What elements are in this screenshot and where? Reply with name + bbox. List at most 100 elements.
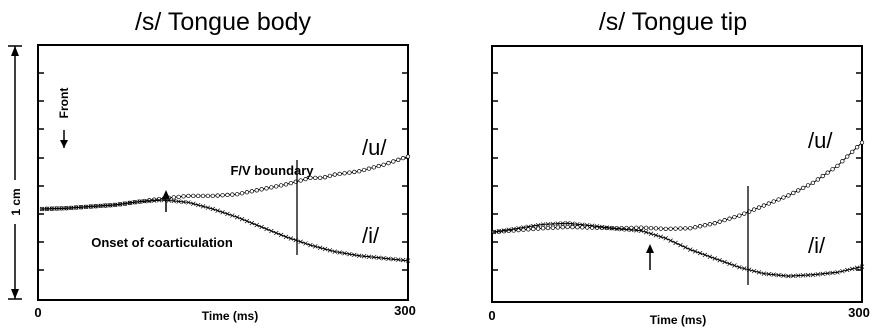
data-point <box>322 246 328 252</box>
data-point <box>771 199 776 204</box>
data-point <box>337 171 342 177</box>
front-arrow <box>60 130 68 148</box>
data-point <box>112 202 118 208</box>
data-point <box>391 256 396 262</box>
data-point <box>342 251 347 256</box>
data-point <box>151 198 157 203</box>
data-point <box>361 167 367 173</box>
data-point <box>381 162 386 167</box>
series-u-panel-1 <box>491 140 865 235</box>
data-point <box>254 188 259 193</box>
data-point <box>570 224 575 230</box>
series-line-0-panel-1 <box>493 142 863 233</box>
data-point <box>327 248 333 253</box>
data-point <box>317 245 323 250</box>
fv-boundary-label: F/V boundary <box>230 163 314 178</box>
data-point <box>727 261 732 266</box>
data-point <box>791 190 796 196</box>
data-point <box>181 199 186 205</box>
data-point <box>400 257 406 263</box>
data-point <box>766 201 771 206</box>
data-point <box>278 232 284 238</box>
front-label: Front <box>57 88 71 119</box>
data-point <box>147 198 152 203</box>
data-point <box>702 252 708 258</box>
data-point <box>171 195 176 200</box>
data-point <box>191 193 196 199</box>
data-point <box>658 234 664 240</box>
data-point <box>511 226 516 232</box>
data-point <box>288 236 294 241</box>
data-point <box>805 272 811 278</box>
data-point <box>54 206 59 211</box>
data-point <box>230 213 235 218</box>
data-point <box>643 225 649 230</box>
data-point <box>845 267 850 273</box>
data-point <box>298 178 303 183</box>
data-point <box>722 218 727 223</box>
data-point <box>570 221 575 226</box>
data-point <box>239 191 245 196</box>
data-point <box>366 166 372 171</box>
data-point <box>181 194 186 199</box>
data-point <box>761 271 767 276</box>
data-point <box>776 272 781 278</box>
y-ticks-tongue-tip <box>492 72 862 271</box>
data-point <box>800 185 806 191</box>
data-point <box>707 222 713 227</box>
data-point <box>815 177 820 182</box>
data-point <box>269 185 274 190</box>
plot-frame-tongue-body <box>37 44 409 301</box>
data-point <box>186 193 191 199</box>
data-point <box>273 230 279 236</box>
data-point <box>692 249 698 254</box>
data-point <box>491 229 497 235</box>
data-point <box>712 221 717 226</box>
data-point <box>176 194 181 200</box>
data-point <box>526 227 531 232</box>
x-axis-label-tongue-tip: Time (ms) <box>650 313 706 327</box>
data-point <box>88 204 94 209</box>
data-point <box>609 225 615 231</box>
data-point <box>288 180 294 186</box>
data-point <box>781 273 786 278</box>
series-group-tongue-tip <box>491 140 865 279</box>
data-point <box>166 198 172 203</box>
data-point <box>810 180 816 186</box>
data-point <box>550 221 556 227</box>
data-point <box>395 257 401 262</box>
x-tick-0-tongue-body: 0 <box>34 305 41 320</box>
data-point <box>244 218 250 224</box>
series-label-u-tongue-tip: /u/ <box>808 128 833 153</box>
y-ticks-tongue-body <box>38 72 408 271</box>
data-point <box>318 175 323 180</box>
data-point <box>545 225 551 231</box>
data-point <box>717 219 722 224</box>
data-point <box>648 231 654 237</box>
data-point <box>653 233 659 238</box>
data-point <box>825 170 830 175</box>
data-point <box>249 220 255 226</box>
data-point <box>673 226 678 231</box>
data-point <box>565 224 570 230</box>
data-point <box>264 226 269 232</box>
data-point <box>825 271 830 276</box>
data-point <box>536 226 541 231</box>
data-point <box>575 225 580 230</box>
data-point <box>604 225 610 230</box>
data-point <box>751 207 757 212</box>
data-point <box>663 236 668 241</box>
data-point <box>756 270 762 275</box>
data-point <box>688 247 693 252</box>
data-point <box>352 252 357 258</box>
data-point <box>303 177 308 182</box>
data-point <box>668 238 673 243</box>
data-point <box>342 171 347 176</box>
data-point <box>230 192 235 197</box>
data-point <box>643 230 649 235</box>
series-group-tongue-body <box>39 154 411 263</box>
data-point <box>313 244 318 249</box>
data-point <box>599 224 605 230</box>
data-point <box>44 206 50 212</box>
data-point <box>727 216 732 221</box>
